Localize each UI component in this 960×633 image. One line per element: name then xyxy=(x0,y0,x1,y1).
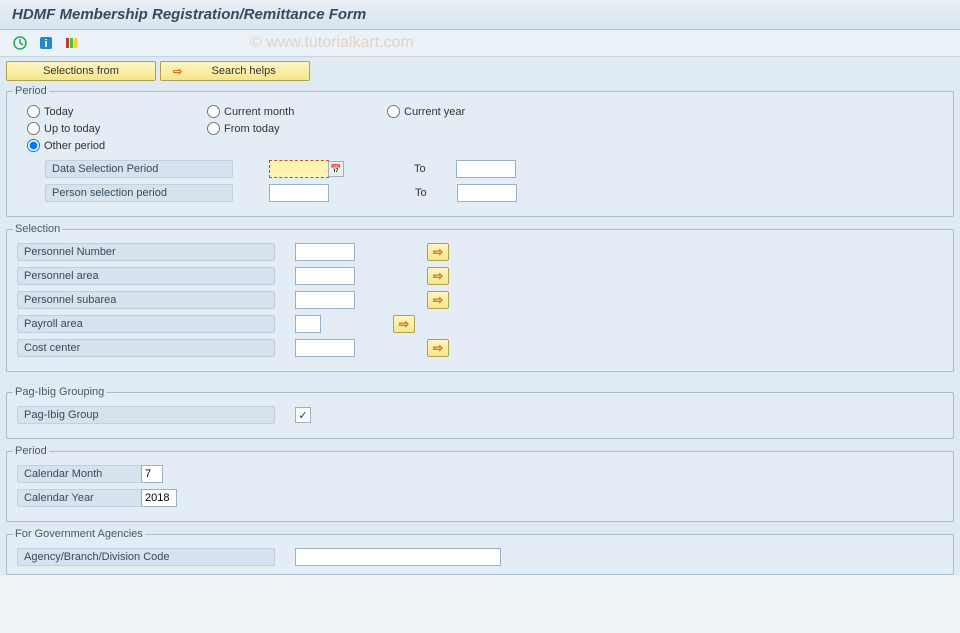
radio-from-today[interactable]: From today xyxy=(197,120,377,137)
data-sel-to-input[interactable] xyxy=(456,160,516,178)
gov-legend: For Government Agencies xyxy=(13,528,145,540)
toolbar: i © www.tutorialkart.com xyxy=(0,30,960,57)
svg-text:i: i xyxy=(44,38,47,50)
radio-today-input[interactable] xyxy=(27,105,40,118)
person-sel-period-label: Person selection period xyxy=(45,184,233,202)
execute-icon[interactable] xyxy=(10,34,30,52)
radio-up-to-today-input[interactable] xyxy=(27,122,40,135)
calendar-year-label: Calendar Year xyxy=(17,489,147,507)
radio-current-year[interactable]: Current year xyxy=(377,103,557,120)
content-area: Selections from ⇨ Search helps Period To… xyxy=(0,57,960,575)
search-helps-label: Search helps xyxy=(190,65,297,77)
action-button-row: Selections from ⇨ Search helps xyxy=(6,61,954,81)
watermark: © www.tutorialkart.com xyxy=(250,34,414,52)
multiple-selection-icon[interactable]: ⇨ xyxy=(427,291,449,309)
selection-row: Payroll area ⇨ xyxy=(17,313,943,335)
selection-label: Personnel subarea xyxy=(17,291,275,309)
data-sel-from-input[interactable] xyxy=(269,160,329,178)
radio-from-today-input[interactable] xyxy=(207,122,220,135)
radio-current-month-input[interactable] xyxy=(207,105,220,118)
agency-code-label: Agency/Branch/Division Code xyxy=(17,548,275,566)
selection-input[interactable] xyxy=(295,291,355,309)
variant-icon[interactable] xyxy=(62,34,82,52)
selection-input[interactable] xyxy=(295,243,355,261)
period2-legend: Period xyxy=(13,445,49,457)
person-sel-from-input[interactable] xyxy=(269,184,329,202)
period2-group: Period Calendar Month Calendar Year xyxy=(6,445,954,522)
selection-legend: Selection xyxy=(13,223,62,235)
calendar-year-input[interactable] xyxy=(141,489,177,507)
calendar-month-input[interactable] xyxy=(141,465,163,483)
selections-from-label: Selections from xyxy=(43,65,119,77)
selection-group: Selection Personnel Number⇨Personnel are… xyxy=(6,223,954,372)
data-sel-period-label: Data Selection Period xyxy=(45,160,233,178)
to-label-2: To xyxy=(415,187,445,199)
pagibig-legend: Pag-Ibig Grouping xyxy=(13,386,106,398)
to-label-1: To xyxy=(414,163,444,175)
selection-label: Payroll area xyxy=(17,315,275,333)
selection-row: Personnel Number ⇨ xyxy=(17,241,943,263)
radio-today[interactable]: Today xyxy=(17,103,197,120)
multiple-selection-icon[interactable]: ⇨ xyxy=(427,267,449,285)
selection-row: Personnel subarea ⇨ xyxy=(17,289,943,311)
date-picker-icon[interactable]: 📅 xyxy=(328,161,344,177)
selection-input[interactable] xyxy=(295,315,321,333)
title-bar: HDMF Membership Registration/Remittance … xyxy=(0,0,960,30)
pagibig-group: Pag-Ibig Grouping Pag-Ibig Group ✓ xyxy=(6,386,954,439)
selection-label: Personnel Number xyxy=(17,243,275,261)
search-helps-button[interactable]: ⇨ Search helps xyxy=(160,61,310,81)
radio-other-period[interactable]: Other period xyxy=(17,137,197,154)
selections-from-button[interactable]: Selections from xyxy=(6,61,156,81)
info-icon[interactable]: i xyxy=(36,34,56,52)
selection-row: Personnel area ⇨ xyxy=(17,265,943,287)
pagibig-checkbox[interactable]: ✓ xyxy=(295,407,311,423)
multiple-selection-icon[interactable]: ⇨ xyxy=(427,339,449,357)
pagibig-label: Pag-Ibig Group xyxy=(17,406,275,424)
gov-group: For Government Agencies Agency/Branch/Di… xyxy=(6,528,954,575)
period-group: Period Today Current month Current year … xyxy=(6,85,954,217)
period-legend: Period xyxy=(13,85,49,97)
selection-label: Personnel area xyxy=(17,267,275,285)
selection-label: Cost center xyxy=(17,339,275,357)
multiple-selection-icon[interactable]: ⇨ xyxy=(393,315,415,333)
radio-other-period-input[interactable] xyxy=(27,139,40,152)
selection-input[interactable] xyxy=(295,267,355,285)
multiple-selection-icon[interactable]: ⇨ xyxy=(427,243,449,261)
page-title: HDMF Membership Registration/Remittance … xyxy=(12,6,948,23)
radio-current-month[interactable]: Current month xyxy=(197,103,377,120)
person-sel-to-input[interactable] xyxy=(457,184,517,202)
radio-up-to-today[interactable]: Up to today xyxy=(17,120,197,137)
selection-input[interactable] xyxy=(295,339,355,357)
selection-row: Cost center ⇨ xyxy=(17,337,943,359)
radio-current-year-input[interactable] xyxy=(387,105,400,118)
arrow-right-icon: ⇨ xyxy=(173,65,182,78)
agency-code-input[interactable] xyxy=(295,548,501,566)
calendar-month-label: Calendar Month xyxy=(17,465,147,483)
